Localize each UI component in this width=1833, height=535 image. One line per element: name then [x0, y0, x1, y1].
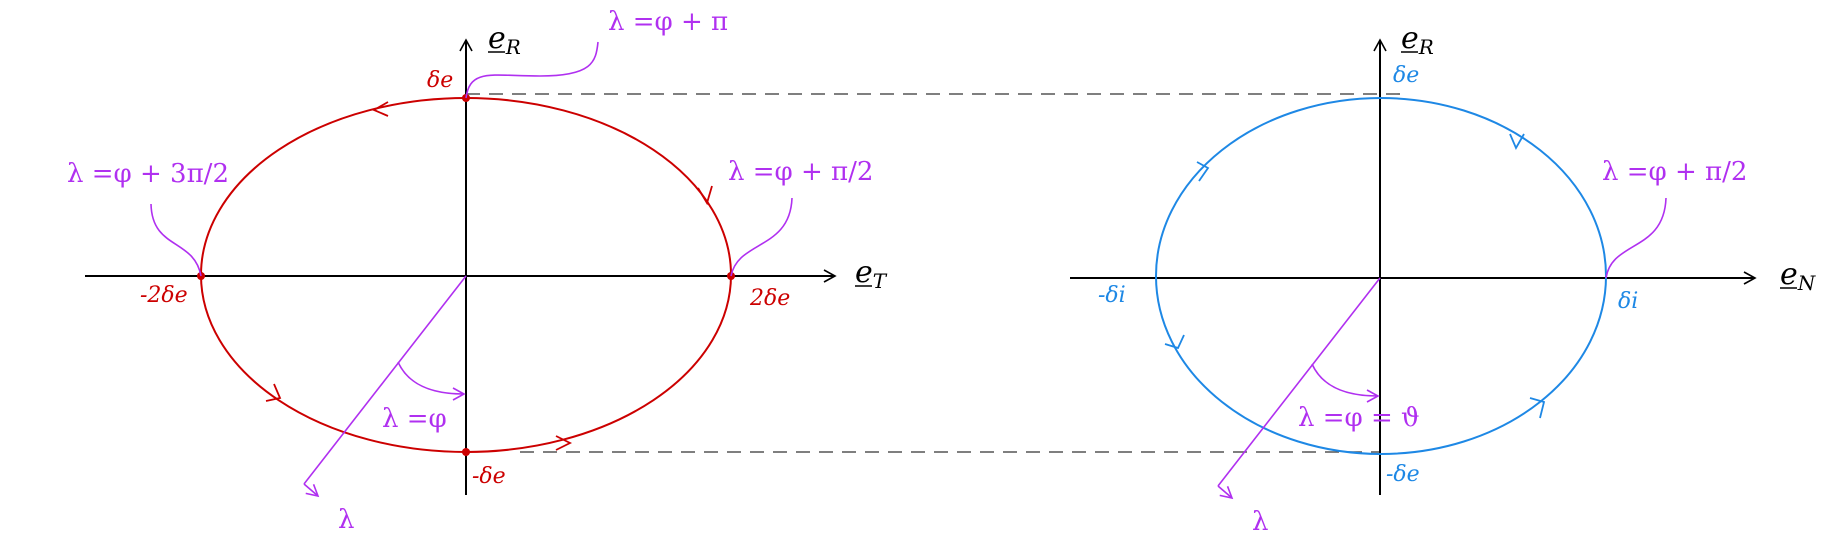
- left-vertical-axis-label: eR: [488, 21, 521, 59]
- right-curve-arrow-lower-left: [1164, 334, 1185, 350]
- right-diagram: eR eN δe -δe -δi δi λ =φ + π/2 λ =φ = ϑ …: [1070, 21, 1817, 535]
- right-lambda-ray-tick: [1217, 485, 1234, 500]
- right-lambda-ray: [1217, 277, 1381, 487]
- left-point-bottom: [462, 448, 470, 456]
- left-horizontal-axis-label: eT: [855, 255, 888, 293]
- left-curve-arrow-top: [371, 101, 389, 117]
- left-annotation-right: λ =φ + π/2: [728, 157, 873, 187]
- left-label-bottom: -δe: [472, 464, 506, 489]
- left-label-top: δe: [427, 68, 453, 93]
- left-lambda-ray: [303, 275, 467, 485]
- right-annotation-right: λ =φ + π/2: [1602, 157, 1747, 187]
- left-curve-arrow-lower-left: [265, 383, 282, 402]
- right-label-top: δe: [1393, 63, 1419, 88]
- right-curve-arrow-upper-left: [1196, 161, 1210, 182]
- right-label-right: δi: [1618, 289, 1638, 314]
- right-vertical-axis-label: eR: [1401, 21, 1434, 59]
- left-annotation-left: λ =φ + 3π/2: [67, 159, 229, 189]
- left-lambda-ray-tick: [303, 483, 320, 498]
- right-label-left: -δi: [1098, 283, 1126, 308]
- right-horizontal-axis-label: eN: [1780, 257, 1817, 295]
- left-annotation-top: λ =φ + π: [608, 7, 728, 37]
- right-annotation-leader-right: [1605, 197, 1667, 279]
- right-curve-arrow-lower-right: [1529, 397, 1546, 419]
- left-curve-arrow-bottom: [555, 435, 573, 451]
- right-annotation-angle: λ =φ = ϑ: [1298, 403, 1420, 433]
- right-angle-arc: [1311, 363, 1380, 403]
- left-annotation-leader-left: [150, 203, 202, 277]
- right-label-bottom: -δe: [1386, 462, 1420, 487]
- left-label-right: 2δe: [749, 286, 790, 311]
- left-curve-arrow-right: [697, 185, 713, 206]
- left-label-left: -2δe: [140, 283, 188, 308]
- left-annotation-leader-top: [465, 41, 599, 99]
- left-angle-arc: [397, 361, 466, 401]
- left-annotation-leader-right: [730, 197, 793, 277]
- left-diagram: eR eT δe -δe -2δe 2δe λ =φ + π λ =φ + π/…: [67, 7, 888, 535]
- right-curve-arrow-upper-right: [1509, 133, 1525, 151]
- left-annotation-ray-end: λ: [338, 505, 354, 535]
- right-annotation-ray-end: λ: [1252, 507, 1268, 535]
- left-annotation-angle: λ =φ: [382, 404, 447, 434]
